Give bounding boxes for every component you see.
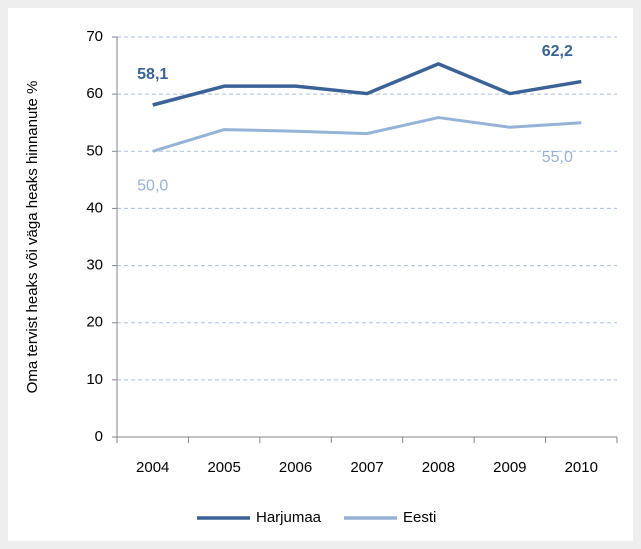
series-line [152, 62, 582, 107]
y-tick-label: 40 [86, 199, 103, 216]
legend-label: Eesti [403, 509, 436, 526]
y-axis-title: Oma tervist heaks või väga heaks hinnanu… [24, 81, 41, 394]
x-tick-label: 2007 [350, 459, 383, 476]
x-tick-label: 2004 [136, 459, 169, 476]
legend-label: Harjumaa [256, 509, 322, 526]
x-tick-label: 2008 [422, 459, 455, 476]
y-tick-label: 60 [86, 85, 103, 102]
x-tick-label: 2006 [279, 459, 312, 476]
y-tick-label: 0 [95, 428, 103, 445]
y-tick-label: 50 [86, 142, 103, 159]
data-label: 58,1 [137, 66, 168, 83]
y-tick-label: 10 [86, 371, 103, 388]
y-tick-label: 20 [86, 314, 103, 331]
data-label: 55,0 [542, 149, 573, 166]
chart-panel [8, 8, 633, 541]
y-tick-label: 30 [86, 257, 103, 274]
x-tick-label: 2005 [207, 459, 240, 476]
x-tick-label: 2009 [493, 459, 526, 476]
series-line [152, 116, 582, 153]
x-tick-label: 2010 [565, 459, 598, 476]
y-tick-label: 70 [86, 28, 103, 45]
data-label: 50,0 [137, 178, 168, 195]
data-label: 62,2 [542, 43, 573, 60]
